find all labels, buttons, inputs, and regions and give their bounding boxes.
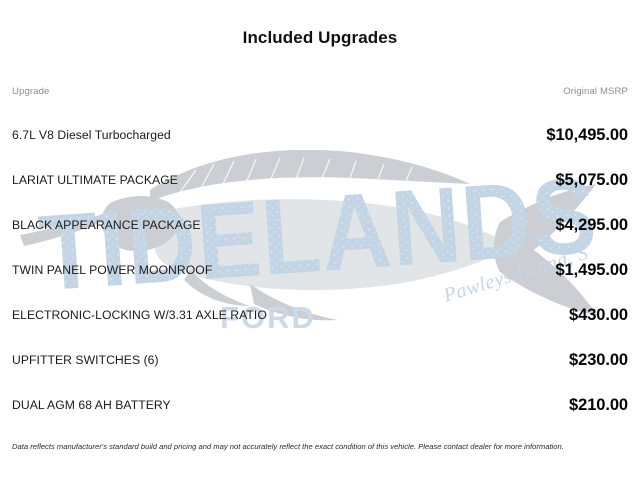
table-row: LARIAT ULTIMATE PACKAGE $5,075.00	[12, 158, 628, 203]
upgrade-price: $430.00	[569, 305, 628, 324]
upgrade-name: TWIN PANEL POWER MOONROOF	[12, 263, 213, 278]
column-header-upgrade: Upgrade	[12, 85, 50, 97]
upgrade-price: $210.00	[569, 395, 628, 414]
upgrade-name: LARIAT ULTIMATE PACKAGE	[12, 173, 178, 188]
upgrade-price: $4,295.00	[555, 215, 628, 234]
upgrade-price: $1,495.00	[555, 260, 628, 279]
column-header-msrp: Original MSRP	[563, 85, 628, 97]
table-row: ELECTRONIC-LOCKING W/3.31 AXLE RATIO $43…	[12, 293, 628, 338]
table-row: DUAL AGM 68 AH BATTERY $210.00	[12, 383, 628, 428]
upgrade-price: $5,075.00	[555, 170, 628, 189]
upgrade-name: BLACK APPEARANCE PACKAGE	[12, 218, 201, 233]
upgrades-list: 6.7L V8 Diesel Turbocharged $10,495.00 L…	[12, 113, 628, 428]
table-header-row: Upgrade Original MSRP	[12, 86, 628, 101]
upgrade-name: UPFITTER SWITCHES (6)	[12, 353, 159, 368]
upgrade-name: ELECTRONIC-LOCKING W/3.31 AXLE RATIO	[12, 308, 267, 323]
upgrade-name: DUAL AGM 68 AH BATTERY	[12, 398, 171, 413]
disclaimer-text: Data reflects manufacturer's standard bu…	[12, 442, 564, 451]
table-row: BLACK APPEARANCE PACKAGE $4,295.00	[12, 203, 628, 248]
table-row: 6.7L V8 Diesel Turbocharged $10,495.00	[12, 113, 628, 158]
table-row: UPFITTER SWITCHES (6) $230.00	[12, 338, 628, 383]
page-title: Included Upgrades	[242, 28, 398, 47]
table-row: TWIN PANEL POWER MOONROOF $1,495.00	[12, 248, 628, 293]
upgrade-price: $10,495.00	[546, 125, 628, 144]
upgrade-name: 6.7L V8 Diesel Turbocharged	[12, 128, 171, 143]
upgrade-price: $230.00	[569, 350, 628, 369]
